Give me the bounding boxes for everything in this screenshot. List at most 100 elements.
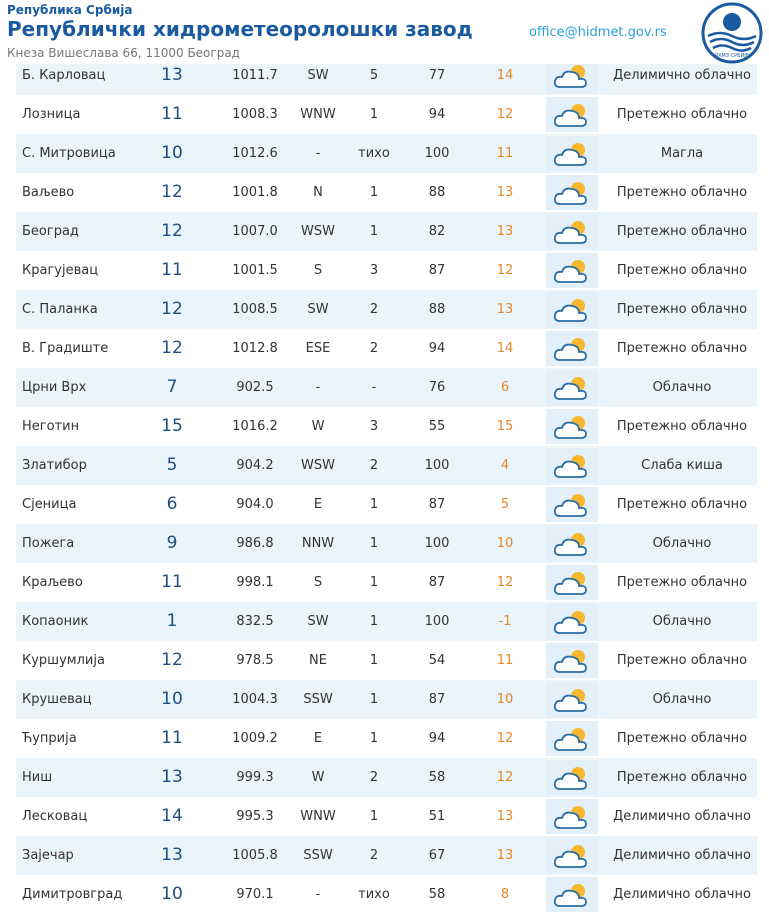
humidity: 87 [428, 497, 446, 512]
station: Димитровград [22, 887, 123, 902]
description: Облачно [652, 536, 712, 551]
table-row: Краљево 11 998.1 S 1 87 12 Претежно облачно [16, 563, 757, 602]
temperature: 13 [161, 65, 183, 85]
temperature: 10 [161, 884, 183, 904]
description: Претежно облачно [616, 497, 748, 512]
temperature: 14 [161, 806, 183, 826]
station: Ваљево [22, 185, 75, 200]
wind-speed: 1 [369, 107, 379, 122]
wind-direction: N [313, 185, 323, 200]
humidity: 87 [428, 692, 446, 707]
weather-icon [546, 136, 598, 171]
temperature: 9 [166, 533, 178, 553]
feels-like: 13 [496, 185, 514, 200]
station: Ниш [22, 770, 53, 785]
feels-like: 8 [500, 887, 510, 902]
humidity: 87 [428, 575, 446, 590]
table-row: Црни Врх 7 902.5 - - 76 6 Облачно [16, 368, 757, 407]
description: Претежно облачно [616, 263, 748, 278]
description: Претежно облачно [616, 224, 748, 239]
humidity: 100 [424, 458, 450, 473]
table-row: Зајечар 13 1005.8 SSW 2 67 13 Делимично облачно [16, 836, 757, 875]
wind-speed: 2 [369, 458, 379, 473]
weather-icon [546, 292, 598, 327]
description: Претежно облачно [616, 770, 748, 785]
temperature: 12 [161, 299, 183, 319]
station: Сјеница [22, 497, 77, 512]
weather-icon [546, 838, 598, 873]
weather-icon [546, 409, 598, 444]
wind-speed: 1 [369, 614, 379, 629]
site-title[interactable]: Републички хидрометеоролошки завод [7, 17, 473, 41]
humidity: 87 [428, 263, 446, 278]
wind-speed: 1 [369, 224, 379, 239]
wind-direction: WSW [301, 458, 335, 473]
station: Б. Карловац [22, 68, 106, 83]
humidity: 88 [428, 185, 446, 200]
description: Делимично облачно [613, 848, 751, 863]
wind-direction: E [313, 731, 323, 746]
pressure: 1012.8 [232, 341, 278, 356]
wind-speed: 1 [369, 497, 379, 512]
wind-speed: 2 [369, 770, 379, 785]
feels-like: -1 [498, 614, 512, 629]
temperature: 12 [161, 221, 183, 241]
feels-like: 11 [496, 653, 514, 668]
station: Зајечар [22, 848, 74, 863]
wind-direction: SW [307, 68, 329, 83]
humidity: 94 [428, 731, 446, 746]
feels-like: 12 [496, 770, 514, 785]
feels-like: 10 [496, 536, 514, 551]
station: Лесковац [22, 809, 88, 824]
feels-like: 4 [500, 458, 510, 473]
table-row: В. Градиште 12 1012.8 ESE 2 94 14 Претежно обла… [16, 329, 757, 368]
wind-direction: - [315, 887, 321, 902]
temperature: 6 [166, 494, 178, 514]
email-link[interactable]: office@hidmet.gov.rs [529, 25, 667, 40]
temperature: 5 [166, 455, 178, 475]
wind-direction: NE [309, 653, 327, 668]
pressure: 1011.7 [232, 68, 278, 83]
temperature: 12 [161, 650, 183, 670]
wind-speed: - [371, 380, 377, 395]
wind-speed: 5 [369, 68, 379, 83]
logo[interactable]: РХМЗ СРБИЈЕ [700, 2, 764, 64]
table-row: Куршумлија 12 978.5 NE 1 54 11 Претежно облачно [16, 641, 757, 680]
pressure: 1001.8 [232, 185, 278, 200]
station: Куршумлија [22, 653, 105, 668]
wind-direction: NNW [301, 536, 335, 551]
weather-icon [546, 604, 598, 639]
feels-like: 14 [496, 341, 514, 356]
temperature: 10 [161, 689, 183, 709]
feels-like: 10 [496, 692, 514, 707]
weather-icon [546, 760, 598, 795]
weather-icon [546, 565, 598, 600]
weather-icon [546, 331, 598, 366]
weather-icon [546, 97, 598, 132]
table-row: Ћуприја 11 1009.2 E 1 94 12 Претежно облачно [16, 719, 757, 758]
pressure: 986.8 [236, 536, 274, 551]
humidity: 94 [428, 341, 446, 356]
table-row: Пожега 9 986.8 NNW 1 100 10 Облачно [16, 524, 757, 563]
wind-speed: 2 [369, 341, 379, 356]
station: Краљево [22, 575, 83, 590]
wind-speed: 1 [369, 731, 379, 746]
feels-like: 14 [496, 68, 514, 83]
temperature: 12 [161, 182, 183, 202]
country: Република Србија [7, 3, 133, 17]
feels-like: 15 [496, 419, 514, 434]
station: Златибор [22, 458, 87, 473]
pressure: 1004.3 [232, 692, 278, 707]
weather-icon [546, 175, 598, 210]
humidity: 77 [428, 68, 446, 83]
pressure: 904.0 [236, 497, 274, 512]
station: Копаоник [22, 614, 89, 629]
wind-direction: ESE [305, 341, 331, 356]
station: Лозница [22, 107, 81, 122]
weather-icon [546, 682, 598, 717]
wind-direction: WSW [301, 224, 335, 239]
wind-speed: 1 [369, 653, 379, 668]
temperature: 13 [161, 767, 183, 787]
humidity: 58 [428, 770, 446, 785]
wind-direction: E [313, 497, 323, 512]
